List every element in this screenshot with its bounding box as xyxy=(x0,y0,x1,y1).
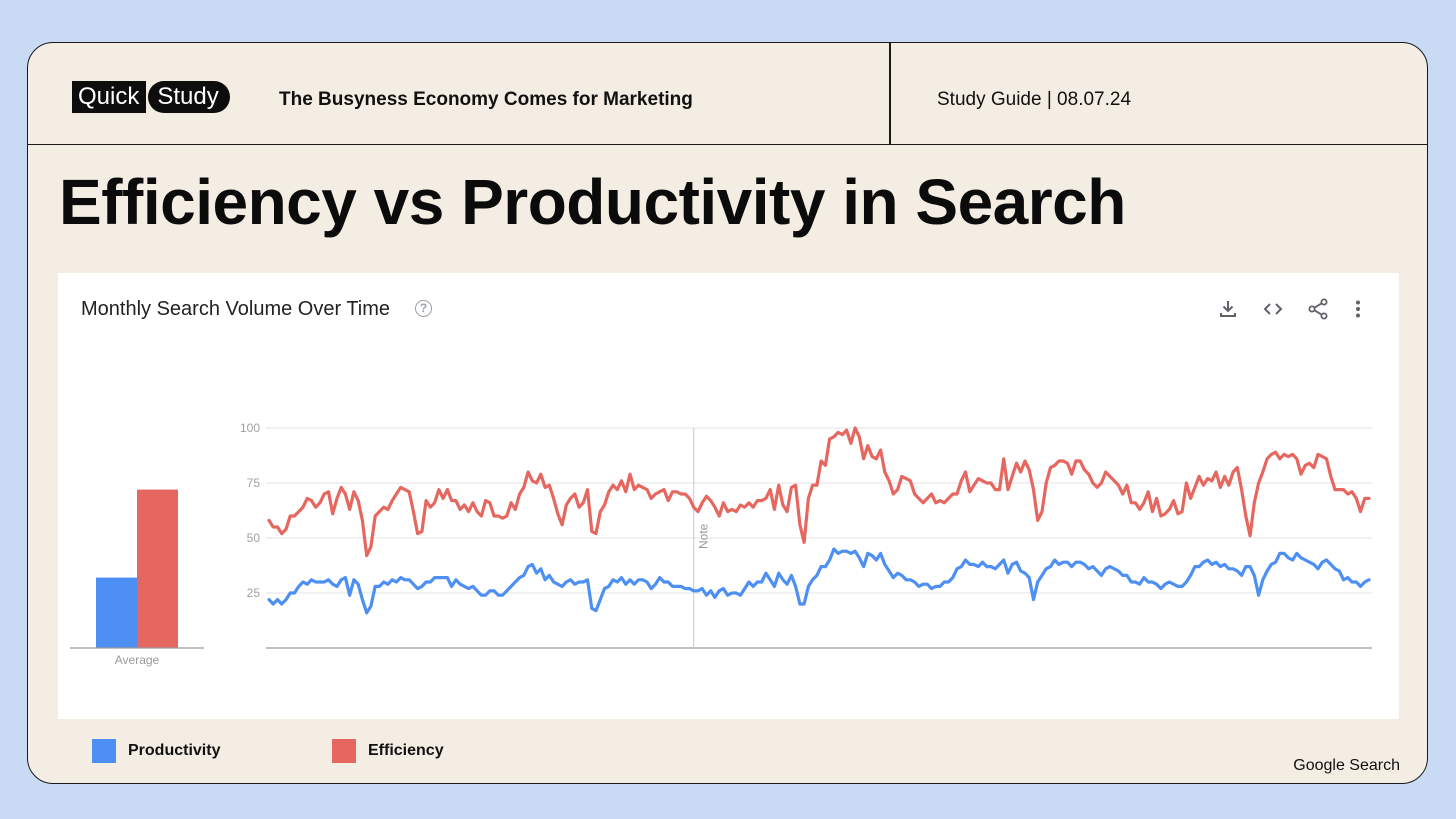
page-title: Efficiency vs Productivity in Search xyxy=(59,166,1126,238)
header-meta: Study Guide | 08.07.24 xyxy=(937,89,1132,110)
study-card: Quick Study The Busyness Economy Comes f… xyxy=(27,42,1428,784)
download-icon[interactable] xyxy=(1216,297,1240,321)
logo-word-study: Study xyxy=(148,81,230,113)
card-header: Quick Study The Busyness Economy Comes f… xyxy=(28,43,1427,145)
help-icon[interactable]: ? xyxy=(415,300,432,317)
annotation-label: Note xyxy=(697,523,711,549)
series-line-productivity xyxy=(267,547,1371,615)
y-tick-label: 75 xyxy=(247,476,261,490)
more-icon[interactable] xyxy=(1346,297,1370,321)
header-divider xyxy=(889,43,891,144)
embed-icon[interactable] xyxy=(1261,297,1285,321)
legend-swatch-productivity xyxy=(92,739,116,763)
bar-category-label: Average xyxy=(115,653,160,667)
legend-swatch-efficiency xyxy=(332,739,356,763)
y-tick-label: 50 xyxy=(247,531,261,545)
quick-study-logo: Quick Study xyxy=(72,81,230,113)
logo-word-quick: Quick xyxy=(72,81,147,113)
y-tick-label: 100 xyxy=(240,421,260,435)
trend-chart: 25 50 75 100 Note Average xyxy=(70,421,1372,667)
y-tick-label: 25 xyxy=(247,586,261,600)
legend-item-efficiency: Efficiency xyxy=(332,739,444,763)
share-icon[interactable] xyxy=(1306,297,1330,321)
average-bar-efficiency xyxy=(137,489,178,648)
average-bar-productivity xyxy=(96,577,137,648)
chart-panel: Monthly Search Volume Over Time ? 25 50 75… xyxy=(58,273,1399,719)
source-label: Google Search xyxy=(1293,757,1400,774)
legend-label-productivity: Productivity xyxy=(128,742,221,759)
legend-item-productivity: Productivity xyxy=(92,739,220,763)
panel-title: Monthly Search Volume Over Time xyxy=(81,298,391,320)
series-line-efficiency xyxy=(267,426,1371,558)
legend-label-efficiency: Efficiency xyxy=(368,742,444,759)
header-title: The Busyness Economy Comes for Marketing xyxy=(279,89,693,110)
